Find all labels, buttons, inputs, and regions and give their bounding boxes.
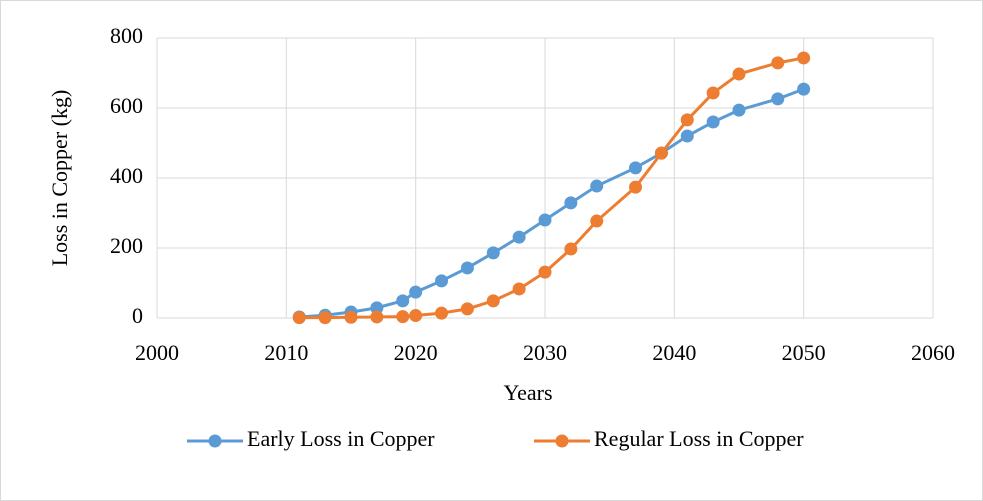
- data-point: [680, 129, 694, 143]
- data-point: [396, 294, 410, 308]
- data-point: [460, 261, 474, 275]
- x-tick-label: 2050: [782, 340, 826, 365]
- x-tick-label: 2020: [394, 340, 438, 365]
- data-point: [706, 115, 720, 129]
- data-point: [564, 196, 578, 210]
- legend-label: Regular Loss in Copper: [594, 426, 804, 451]
- data-point: [797, 82, 811, 96]
- x-tick-label: 2000: [135, 340, 179, 365]
- legend-label: Early Loss in Copper: [247, 426, 435, 451]
- data-point: [706, 86, 720, 100]
- data-point: [344, 310, 358, 324]
- data-point: [370, 301, 384, 315]
- data-point: [435, 306, 449, 320]
- x-axis-label: Years: [503, 380, 552, 405]
- y-tick-label: 800: [110, 23, 143, 48]
- data-point: [486, 246, 500, 260]
- data-point: [512, 282, 526, 296]
- y-tick-label: 200: [110, 233, 143, 258]
- data-point: [654, 146, 668, 160]
- data-point: [292, 311, 306, 325]
- data-point: [435, 274, 449, 288]
- legend-marker: [555, 434, 569, 448]
- data-point: [409, 309, 423, 323]
- data-point: [318, 311, 332, 325]
- data-point: [512, 230, 526, 244]
- data-point: [732, 103, 746, 117]
- y-tick-label: 400: [110, 163, 143, 188]
- data-point: [771, 92, 785, 106]
- y-tick-label: 600: [110, 93, 143, 118]
- data-point: [396, 310, 410, 324]
- legend-marker: [208, 434, 222, 448]
- y-tick-label: 0: [132, 303, 143, 328]
- data-point: [590, 214, 604, 228]
- y-axis-label: Loss in Copper (kg): [47, 90, 72, 267]
- data-point: [538, 265, 552, 279]
- data-point: [486, 294, 500, 308]
- data-point: [409, 285, 423, 299]
- x-tick-label: 2060: [911, 340, 955, 365]
- data-point: [590, 179, 604, 193]
- data-point: [460, 302, 474, 316]
- data-point: [629, 161, 643, 175]
- data-point: [538, 213, 552, 227]
- data-point: [564, 242, 578, 256]
- data-point: [680, 113, 694, 127]
- data-point: [732, 67, 746, 81]
- data-point: [370, 310, 384, 324]
- data-point: [629, 180, 643, 194]
- data-point: [771, 56, 785, 70]
- x-tick-label: 2030: [523, 340, 567, 365]
- x-tick-label: 2040: [652, 340, 696, 365]
- data-point: [797, 51, 811, 65]
- x-tick-label: 2010: [264, 340, 308, 365]
